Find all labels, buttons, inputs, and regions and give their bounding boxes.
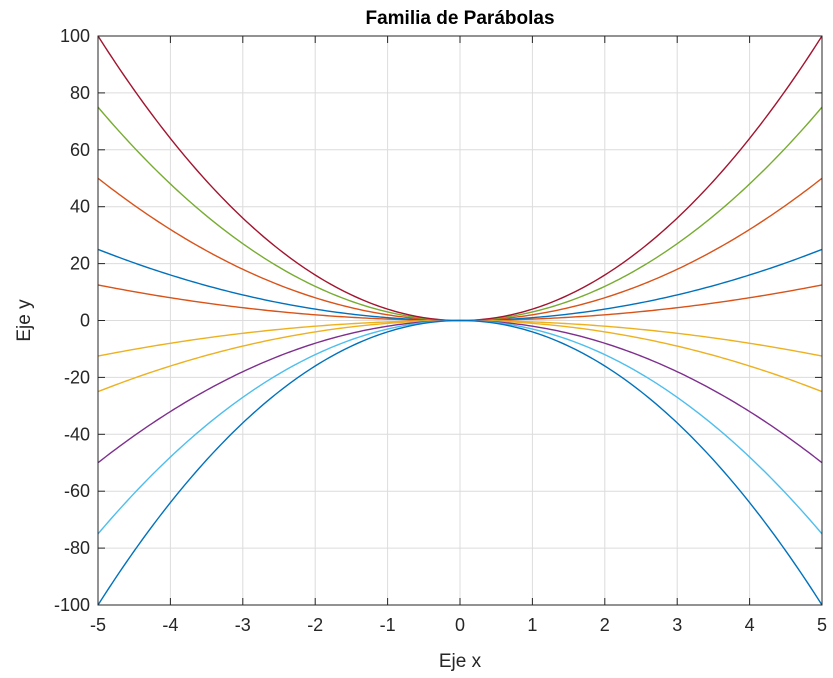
- x-tick-label: 4: [745, 615, 755, 635]
- chart-title: Familia de Parábolas: [365, 8, 554, 29]
- x-tick-label: -4: [162, 615, 178, 635]
- x-tick-label: 5: [817, 615, 827, 635]
- y-axis-label: Eje y: [14, 299, 35, 342]
- x-tick-label: -5: [90, 615, 106, 635]
- series-lines: [97, 35, 823, 606]
- x-tick-label: 1: [527, 615, 537, 635]
- y-tick-label: -20: [64, 367, 90, 387]
- y-tick-label: -40: [64, 424, 90, 444]
- y-tick-label: 0: [80, 311, 90, 331]
- x-tick-labels: -5 -4 -3 -2 -1 0 1 2 3 4 5: [90, 615, 827, 635]
- y-tick-label: -60: [64, 481, 90, 501]
- y-tick-labels: -100 -80 -60 -40 -20 0 20 40 60 80 100: [54, 26, 90, 615]
- tick-marks: [97, 35, 823, 606]
- y-tick-label: 100: [60, 26, 90, 46]
- x-axis-label: Eje x: [439, 651, 482, 672]
- y-tick-label: 60: [70, 140, 90, 160]
- y-tick-label: -80: [64, 538, 90, 558]
- y-tick-label: 20: [70, 254, 90, 274]
- x-tick-label: -3: [235, 615, 251, 635]
- series-line: [97, 319, 823, 606]
- x-tick-label: 3: [672, 615, 682, 635]
- y-tick-label: 80: [70, 83, 90, 103]
- y-tick-label: -100: [54, 595, 90, 615]
- x-tick-label: -1: [380, 615, 396, 635]
- y-tick-label: 40: [70, 197, 90, 217]
- x-tick-label: -2: [307, 615, 323, 635]
- x-tick-label: 2: [600, 615, 610, 635]
- x-tick-label: 0: [455, 615, 465, 635]
